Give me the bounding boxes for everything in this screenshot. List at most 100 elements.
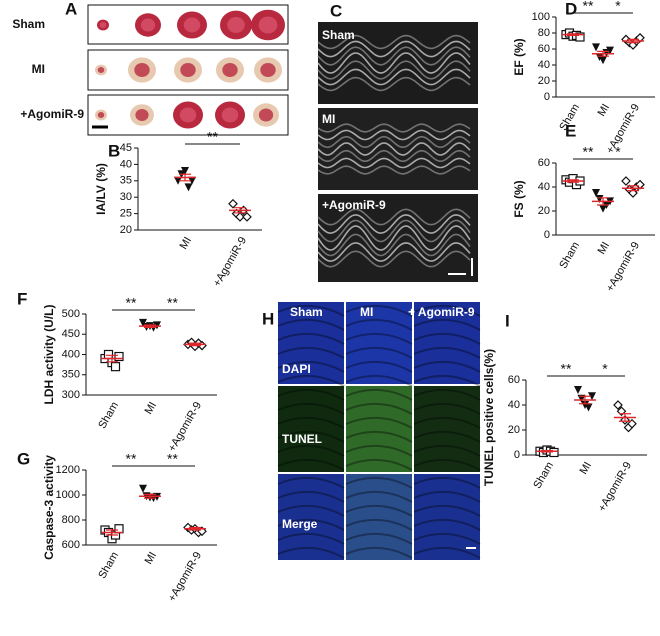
y-tick-label: 40 (538, 59, 550, 71)
fluorescence-image (278, 302, 344, 384)
y-axis-label: EF (%) (512, 38, 526, 75)
fluorescence-grid (277, 302, 481, 560)
y-axis-label: LDH activity (U/L) (42, 304, 56, 404)
y-tick-label: 450 (62, 328, 80, 340)
y-tick-label: 600 (62, 539, 80, 551)
echo-wave (317, 40, 471, 58)
data-point (588, 392, 596, 401)
y-axis-label: FS (%) (512, 180, 526, 217)
fiber (345, 332, 413, 345)
fiber (345, 504, 413, 517)
image-label: MI (322, 112, 335, 126)
y-tick-label: 35 (120, 175, 132, 187)
x-tick-label: Sham (531, 460, 556, 491)
y-tick-label: 20 (120, 224, 132, 236)
heart-core (97, 112, 105, 118)
significance-label: ** (167, 451, 178, 467)
echo-wave (317, 242, 471, 262)
heart-core (222, 63, 238, 77)
fiber (277, 458, 345, 471)
data-point (549, 447, 559, 458)
x-tick-label: +AgomiR-9 (596, 460, 634, 514)
heart-core (260, 63, 276, 77)
error-bar (567, 33, 579, 36)
significance-label: * (615, 0, 621, 14)
fiber (277, 518, 345, 531)
fiber (345, 318, 413, 331)
echo-wave (317, 250, 471, 268)
y-tick-label: 500 (62, 308, 80, 320)
data-point (621, 176, 631, 186)
panel-c: C Sham MI +AgomiR-9 (317, 1, 478, 282)
column-label: MI (360, 305, 373, 319)
data-point (595, 195, 604, 203)
fiber (413, 318, 481, 331)
heart-core (258, 108, 274, 122)
heart-core (180, 63, 196, 77)
heart-core (179, 107, 197, 123)
row-label: +AgomiR-9 (20, 107, 84, 121)
fiber (413, 532, 481, 545)
fiber (277, 374, 345, 387)
data-point (114, 351, 124, 362)
echo-wave (317, 225, 471, 251)
row-label: MI (32, 62, 45, 76)
y-tick-label: 1000 (56, 489, 80, 501)
echo-wave (317, 233, 471, 257)
fiber (345, 388, 413, 401)
fiber (345, 304, 413, 317)
echo-image (318, 108, 478, 190)
x-tick-label: MI (143, 550, 160, 567)
y-tick-label: 60 (538, 157, 550, 169)
echo-wave (317, 135, 471, 149)
panel-letter: I (505, 311, 510, 330)
image-label: +AgomiR-9 (322, 198, 386, 212)
error-bar (627, 38, 639, 44)
x-tick-label: +AgomiR-9 (166, 400, 204, 454)
fluorescence-image (278, 474, 344, 560)
panel-letter: D (565, 0, 577, 18)
fiber (277, 360, 345, 373)
fiber (413, 458, 481, 471)
data-point (114, 524, 124, 534)
fiber (345, 346, 413, 359)
row-label: Merge (282, 517, 318, 531)
fiber (345, 476, 413, 489)
panel-letter: A (65, 0, 77, 18)
echo-wave (317, 46, 471, 66)
y-tick-label: 400 (62, 348, 80, 360)
y-tick-label: 20 (538, 75, 550, 87)
echo-wave (317, 76, 471, 92)
y-tick-label: 0 (514, 449, 520, 461)
echo-wave (317, 165, 471, 175)
heart-core (258, 16, 278, 34)
fiber (345, 374, 413, 387)
data-point (184, 183, 193, 192)
fiber (277, 476, 345, 489)
panel-letter: C (330, 1, 342, 20)
data-point (584, 403, 593, 412)
fluorescence-image (414, 386, 480, 472)
significance-label: * (602, 361, 608, 377)
error-bar (541, 450, 553, 453)
data-point (110, 362, 121, 372)
data-point (581, 401, 589, 409)
heart-slices (95, 9, 285, 129)
fiber (345, 458, 413, 471)
fiber (345, 360, 413, 373)
data-point (153, 321, 161, 330)
fiber (413, 388, 481, 401)
echo-wave (317, 68, 471, 86)
significance-label: * (615, 144, 621, 160)
echo-wave (317, 34, 471, 50)
fiber (277, 546, 345, 559)
heart-core (227, 17, 245, 33)
error-bar (106, 529, 118, 536)
data-point (592, 43, 600, 52)
y-tick-label: 45 (120, 142, 132, 154)
heart-core (135, 109, 149, 121)
heart-core (134, 63, 150, 77)
echo-wave (317, 149, 471, 163)
fluorescence-image (346, 474, 412, 560)
heart-core (140, 18, 156, 32)
